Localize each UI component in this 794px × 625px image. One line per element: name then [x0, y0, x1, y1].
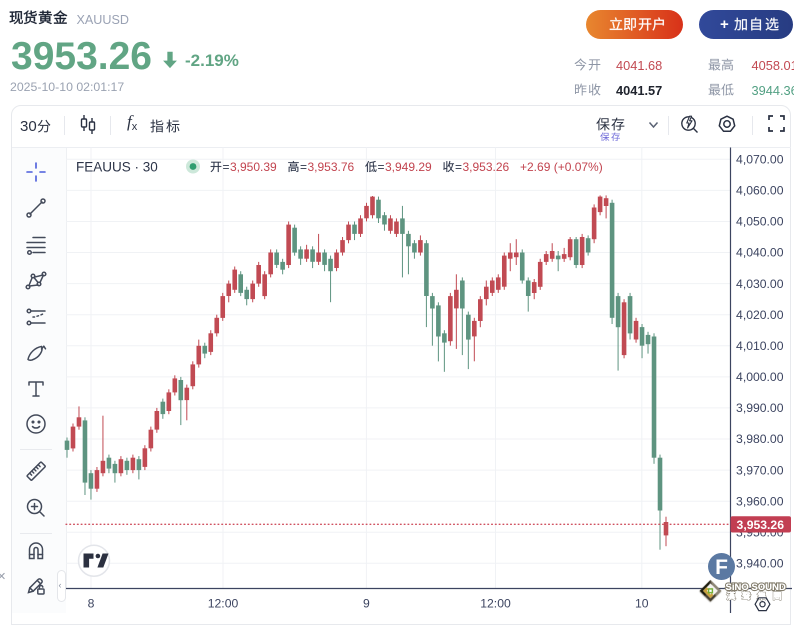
svg-text:F: F	[715, 556, 728, 579]
svg-text:4,000.00: 4,000.00	[736, 370, 784, 384]
svg-text:3,970.00: 3,970.00	[736, 463, 784, 477]
svg-text:10: 10	[635, 597, 649, 611]
svg-text:=: =	[300, 160, 307, 174]
svg-text:4,070.00: 4,070.00	[736, 153, 784, 167]
svg-text:+2.69 (+0.07%): +2.69 (+0.07%)	[520, 160, 603, 174]
svg-text:3,960.00: 3,960.00	[736, 494, 784, 508]
svg-text:12:00: 12:00	[480, 597, 511, 611]
svg-text:4,050.00: 4,050.00	[736, 215, 784, 229]
svg-text:4,060.00: 4,060.00	[736, 184, 784, 198]
svg-text:=: =	[378, 160, 385, 174]
svg-text:SiNO SOUND: SiNO SOUND	[726, 581, 787, 592]
svg-text:4,010.00: 4,010.00	[736, 339, 784, 353]
svg-text:3,953.26: 3,953.26	[737, 518, 785, 532]
svg-text:3,990.00: 3,990.00	[736, 401, 784, 415]
svg-text:4,040.00: 4,040.00	[736, 246, 784, 260]
svg-text:4,020.00: 4,020.00	[736, 308, 784, 322]
svg-text:=: =	[223, 160, 230, 174]
svg-text:3,940.00: 3,940.00	[736, 557, 784, 571]
svg-text:12:00: 12:00	[208, 597, 239, 611]
svg-text:3,953.26: 3,953.26	[463, 160, 510, 174]
svg-text:8: 8	[88, 597, 95, 611]
svg-text:FEAUUS · 30: FEAUUS · 30	[76, 159, 158, 174]
svg-text:3,950.39: 3,950.39	[230, 160, 277, 174]
svg-text:3,949.29: 3,949.29	[385, 160, 432, 174]
svg-text:=: =	[455, 160, 462, 174]
svg-text:3,953.76: 3,953.76	[308, 160, 355, 174]
svg-text:3,980.00: 3,980.00	[736, 432, 784, 446]
svg-text:9: 9	[363, 597, 370, 611]
svg-text:4,030.00: 4,030.00	[736, 277, 784, 291]
